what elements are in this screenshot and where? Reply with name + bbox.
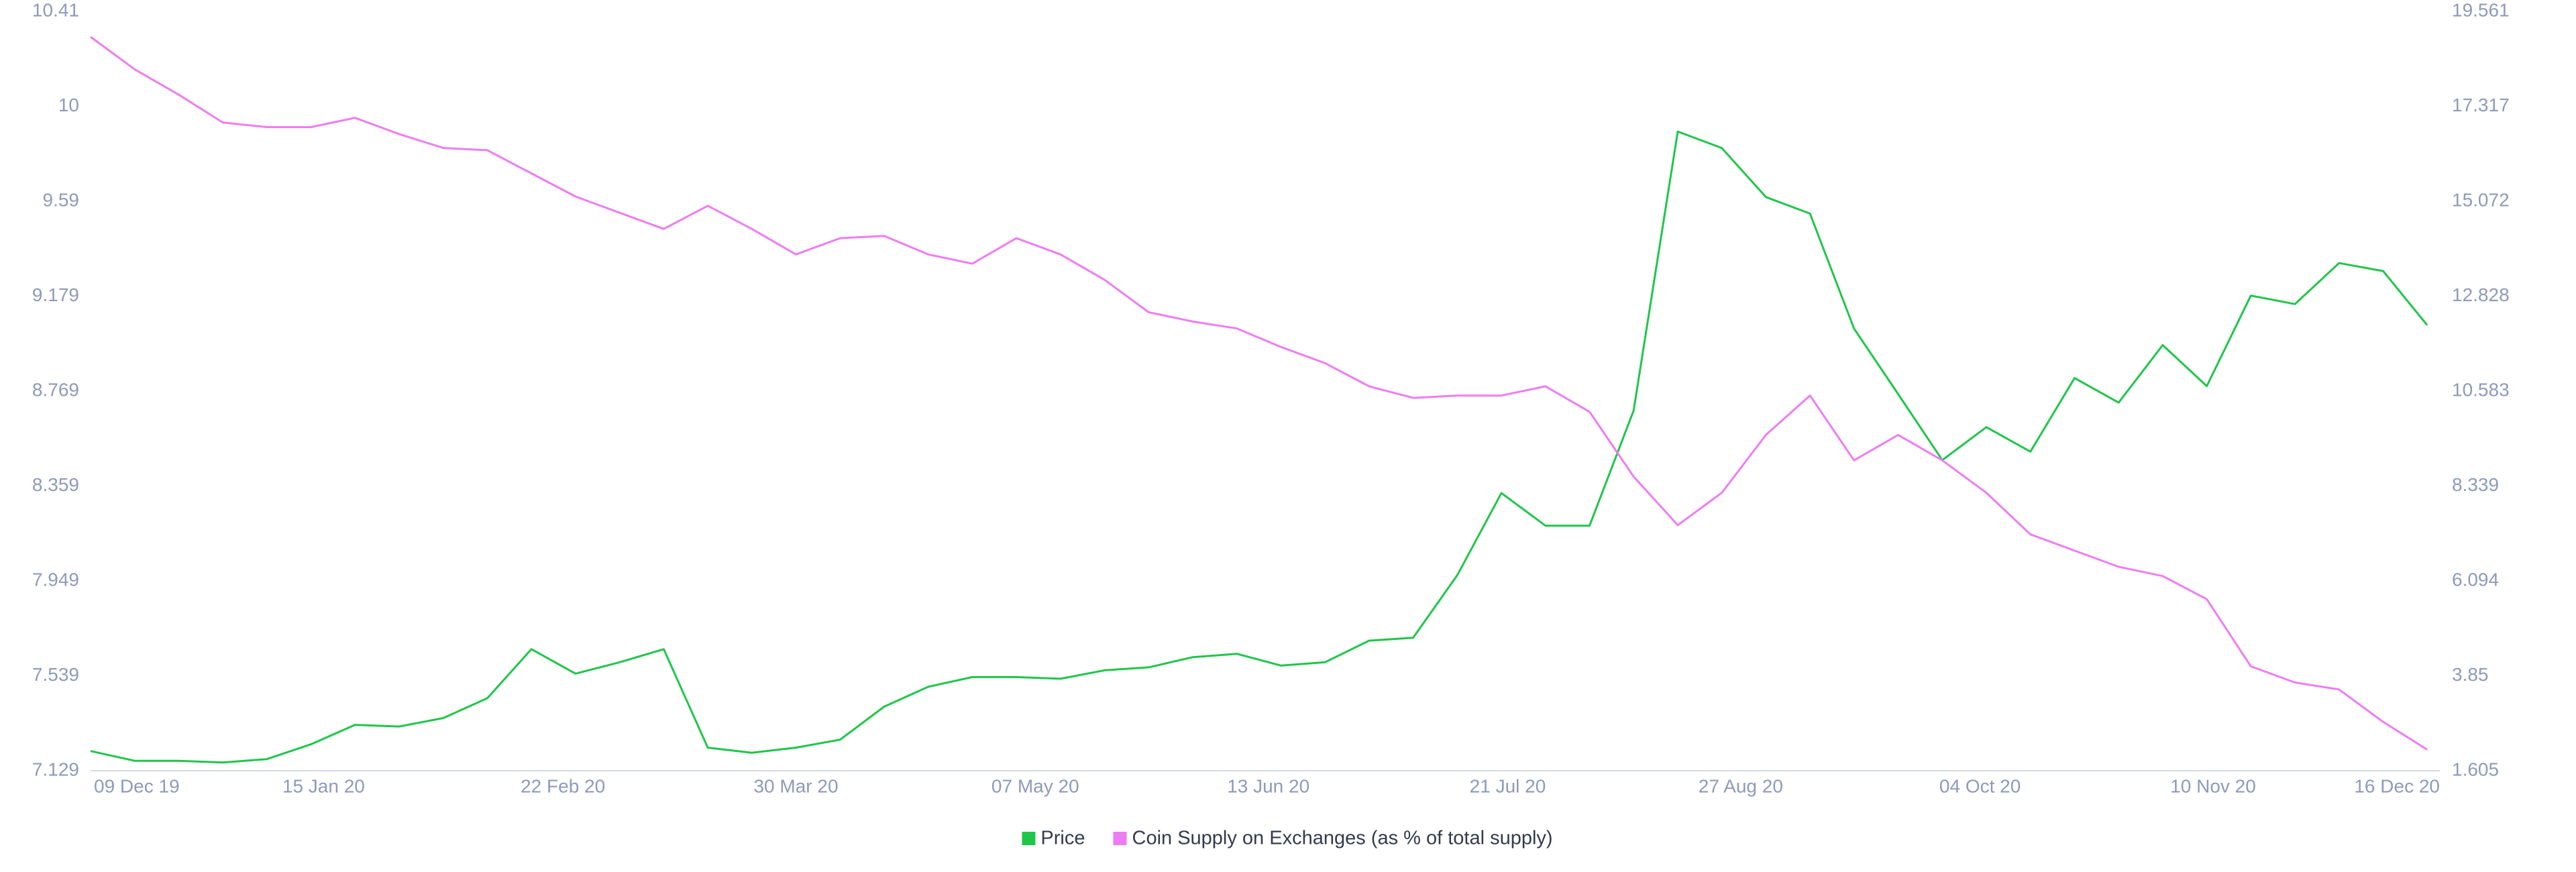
x-tick-label: 27 Aug 20 xyxy=(1699,775,1783,796)
x-tick-label: 22 Feb 20 xyxy=(521,775,605,796)
y2-tick-label: 6.094 xyxy=(2452,569,2499,590)
x-tick-label: 30 Mar 20 xyxy=(753,775,838,796)
y-tick-label: 7.949 xyxy=(32,569,79,590)
y-tick-label: 10.41 xyxy=(32,0,79,20)
y2-tick-label: 3.85 xyxy=(2452,664,2489,685)
legend-text[interactable]: Coin Supply on Exchanges (as % of total … xyxy=(1132,828,1553,849)
y2-tick-label: 1.605 xyxy=(2452,759,2499,779)
y2-tick-label: 12.828 xyxy=(2452,284,2510,305)
y-tick-label: 9.59 xyxy=(43,189,80,210)
y2-tick-label: 8.339 xyxy=(2452,474,2499,495)
y2-tick-label: 10.583 xyxy=(2452,379,2510,400)
y2-tick-label: 15.072 xyxy=(2452,189,2510,210)
y-tick-label: 8.359 xyxy=(32,474,79,495)
y2-tick-label: 17.317 xyxy=(2452,95,2510,115)
x-tick-label: 09 Dec 19 xyxy=(94,775,180,796)
legend-swatch[interactable] xyxy=(1113,832,1127,845)
series-line xyxy=(90,36,2428,751)
series-line xyxy=(90,130,2428,764)
legend-text[interactable]: Price xyxy=(1040,828,1085,849)
y-tick-label: 7.539 xyxy=(32,664,79,685)
y-tick-label: 9.179 xyxy=(32,284,79,305)
x-tick-label: 10 Nov 20 xyxy=(2170,775,2256,796)
x-tick-label: 16 Dec 20 xyxy=(2354,775,2440,796)
y2-tick-label: 19.561 xyxy=(2452,0,2510,20)
y-tick-label: 7.129 xyxy=(32,759,79,779)
x-tick-label: 21 Jul 20 xyxy=(1470,775,1546,796)
y-tick-label: 8.769 xyxy=(32,380,79,400)
x-tick-label: 15 Jan 20 xyxy=(282,775,365,796)
y-tick-label: 10 xyxy=(58,95,79,115)
x-tick-label: 13 Jun 20 xyxy=(1227,775,1309,796)
legend-swatch[interactable] xyxy=(1022,832,1036,845)
x-tick-label: 07 May 20 xyxy=(991,775,1079,796)
x-tick-label: 04 Oct 20 xyxy=(1939,775,2021,796)
